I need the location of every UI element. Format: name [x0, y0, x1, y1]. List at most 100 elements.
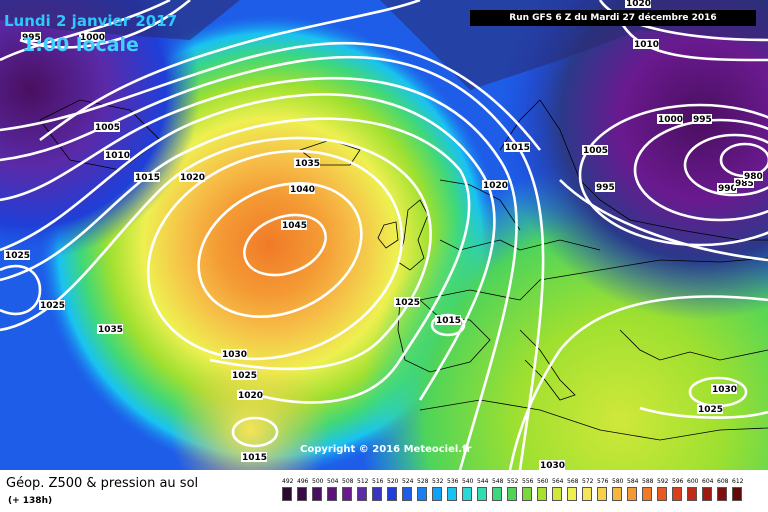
pressure-label: 1015	[436, 316, 461, 326]
scale-value-label: 512	[357, 478, 369, 485]
pressure-label-bg	[294, 158, 320, 168]
geopotential-map: 995 1000 1005 1010 1015 1020 1035 1040 1045 1025 1…	[0, 0, 768, 470]
scale-swatch	[597, 487, 607, 501]
pressure-label-bg	[104, 150, 130, 160]
pressure-label-bg	[692, 114, 712, 124]
scale-swatch	[312, 487, 322, 501]
pressure-label-bg	[539, 460, 565, 470]
scale-swatch	[522, 487, 532, 501]
pressure-label-bg	[221, 349, 247, 359]
pressure-label: 1040	[290, 185, 315, 195]
pressure-label-bg	[657, 114, 683, 124]
scale-value-label: 552	[507, 478, 519, 485]
pressure-label: 1030	[540, 461, 565, 470]
pressure-label: 995	[22, 33, 41, 43]
scale-swatch	[417, 487, 427, 501]
pressure-label: 1025	[395, 298, 420, 308]
scale-value-label: 492	[282, 478, 294, 485]
pressure-label: 1025	[40, 301, 65, 311]
pressure-label: 995	[596, 183, 615, 193]
pressure-label: 1005	[583, 146, 608, 156]
pressure-label-bg	[633, 39, 659, 49]
scale-value-label: 604	[702, 478, 714, 485]
pressure-label-bg	[394, 297, 420, 307]
pressure-label-bg	[4, 250, 30, 260]
pressure-label: 980	[744, 172, 763, 182]
scale-swatch	[702, 487, 712, 501]
pressure-label: 1030	[222, 350, 247, 360]
scale-value-label: 516	[372, 478, 384, 485]
map-variable-title: Géop. Z500 & pression au sol	[6, 476, 199, 491]
pressure-label-bg	[595, 182, 615, 192]
scale-swatch	[552, 487, 562, 501]
forecast-date-label: Lundi 2 janvier 2017	[4, 12, 178, 30]
pressure-label-bg	[289, 184, 315, 194]
scale-value-label: 612	[732, 478, 744, 485]
scale-swatch	[567, 487, 577, 501]
scale-value-label: 496	[297, 478, 309, 485]
scale-value-label: 600	[687, 478, 699, 485]
pressure-label-bg	[435, 315, 461, 325]
forecast-time-label: 1:00 locale	[22, 34, 139, 56]
scale-swatch	[732, 487, 742, 501]
pressure-label: 1005	[95, 123, 120, 133]
scale-swatch	[342, 487, 352, 501]
scale-value-label: 588	[642, 478, 654, 485]
pressure-label: 1025	[232, 371, 257, 381]
pressure-label-bg	[717, 183, 737, 193]
pressure-label: 1010	[105, 151, 130, 161]
pressure-label: 1020	[238, 391, 263, 401]
scale-value-label: 500	[312, 478, 324, 485]
pressure-label: 1025	[698, 405, 723, 415]
scale-value-label: 508	[342, 478, 354, 485]
scale-value-label: 596	[672, 478, 684, 485]
scale-swatch	[432, 487, 442, 501]
pressure-label-bg	[237, 390, 263, 400]
scale-swatch	[372, 487, 382, 501]
pressure-label: 1030	[712, 385, 737, 395]
legend-footer: Géop. Z500 & pression au sol (+ 138h)	[0, 470, 768, 512]
scale-swatch	[582, 487, 592, 501]
scale-swatch	[642, 487, 652, 501]
pressure-label-bg	[79, 32, 105, 42]
pressure-label: 1035	[98, 325, 123, 335]
copyright-label: Copyright © 2016 Meteociel.fr	[300, 444, 472, 455]
scale-swatch	[357, 487, 367, 501]
pressure-label: 1000	[658, 115, 683, 125]
scale-swatch	[402, 487, 412, 501]
pressure-label: 1015	[135, 173, 160, 183]
scale-value-label: 564	[552, 478, 564, 485]
pressure-label-bg	[734, 178, 754, 188]
scale-value-label: 544	[477, 478, 489, 485]
pressure-label: 1015	[242, 453, 267, 463]
pressure-label-bg	[504, 142, 530, 152]
pressure-label: 1035	[295, 159, 320, 169]
pressure-label: 1015	[505, 143, 530, 153]
pressure-label: 995	[693, 115, 712, 125]
scale-value-label: 576	[597, 478, 609, 485]
pressure-label-bg	[134, 172, 160, 182]
pressure-label: 1020	[483, 181, 508, 191]
scale-value-label: 584	[627, 478, 639, 485]
scale-value-label: 528	[417, 478, 429, 485]
scale-swatch	[717, 487, 727, 501]
scale-swatch	[672, 487, 682, 501]
pressure-label: 1000	[80, 33, 105, 43]
scale-swatch	[387, 487, 397, 501]
pressure-label: 1020	[626, 0, 651, 9]
scale-value-label: 580	[612, 478, 624, 485]
scale-value-label: 520	[387, 478, 399, 485]
pressure-label-bg	[241, 452, 267, 462]
pressure-label: 1025	[5, 251, 30, 261]
scale-swatch	[537, 487, 547, 501]
pressure-label: 990	[718, 184, 737, 194]
scale-value-label: 560	[537, 478, 549, 485]
scale-swatch	[687, 487, 697, 501]
scale-value-label: 504	[327, 478, 339, 485]
scale-swatch	[327, 487, 337, 501]
pressure-label-bg	[697, 404, 723, 414]
pressure-label-bg	[21, 32, 41, 42]
scale-swatch	[627, 487, 637, 501]
run-info-label: Run GFS 6 Z du Mardi 27 décembre 2016	[470, 10, 756, 26]
